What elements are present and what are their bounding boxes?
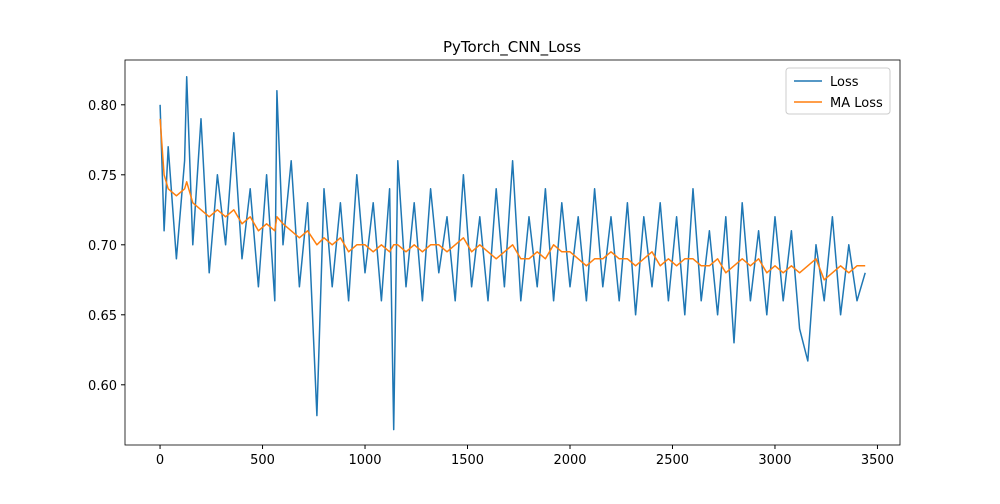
plot-frame <box>124 59 901 446</box>
chart-title: PyTorch_CNN_Loss <box>443 38 581 57</box>
x-tick-label: 2500 <box>656 453 689 468</box>
loss-line <box>159 118 866 281</box>
legend-label: Loss <box>830 75 859 90</box>
y-tick-label: 0.60 <box>88 379 117 394</box>
x-tick-label: 0 <box>156 453 164 468</box>
x-tick-label: 3500 <box>861 453 894 468</box>
y-tick-label: 0.70 <box>88 239 117 254</box>
x-tick-label: 500 <box>250 453 275 468</box>
x-tick-label: 2000 <box>553 453 586 468</box>
x-tick-label: 1500 <box>451 453 484 468</box>
loss-line <box>159 76 866 431</box>
legend-label: MA Loss <box>830 96 883 111</box>
x-tick-label: 1000 <box>348 453 381 468</box>
y-tick-label: 0.75 <box>88 169 117 184</box>
y-tick-label: 0.65 <box>88 309 117 324</box>
x-tick-label: 3000 <box>758 453 791 468</box>
y-tick-label: 0.80 <box>88 99 117 114</box>
